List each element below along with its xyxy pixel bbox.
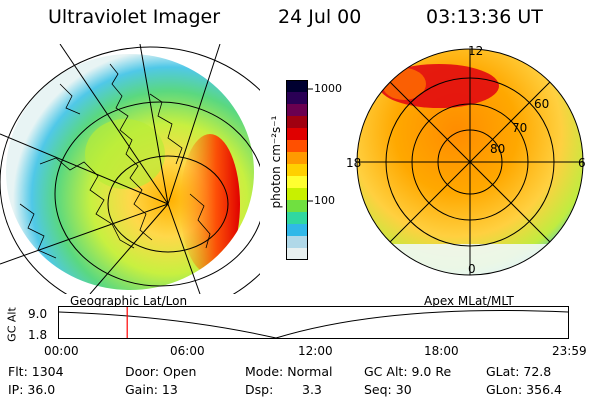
- timeline-xtick-2359: 23:59: [552, 344, 587, 358]
- color-bar: [286, 80, 313, 260]
- timeline-xtick-0600: 06:00: [170, 344, 205, 358]
- lat-label-80: 80: [490, 142, 506, 156]
- door-status: Door: Open: [125, 364, 197, 379]
- ip-value: IP: 36.0: [8, 382, 56, 397]
- timeline-ytick-bottom: 1.8: [28, 328, 48, 342]
- dsp-label: Dsp:: [245, 382, 274, 397]
- gc-alt-value: GC Alt: 9.0 Re: [364, 364, 452, 379]
- lat-label-60: 60: [534, 97, 550, 111]
- colorbar-tick-100: 100: [314, 194, 335, 207]
- right-panel-caption: Apex MLat/MLT: [424, 294, 514, 308]
- glat-value: GLat: 72.8: [486, 364, 552, 379]
- mode-status: Mode: Normal: [245, 364, 333, 379]
- colorbar-swatch: [286, 152, 308, 165]
- geographic-image: [0, 44, 260, 294]
- orbit-timeline[interactable]: [58, 306, 578, 340]
- lat-label-70: 70: [512, 121, 528, 135]
- timeline-ylabel: GC Alt: [5, 307, 19, 342]
- colorbar-swatch: [286, 116, 308, 129]
- time-label: 03:13:36 UT: [426, 6, 543, 28]
- timeline-ytick-top: 9.0: [28, 307, 48, 321]
- colorbar-swatch: [286, 92, 308, 105]
- colorbar-swatch: [286, 224, 308, 237]
- altitude-curve: [58, 310, 569, 339]
- gain-value: Gain: 13: [125, 382, 178, 397]
- glon-value: GLon: 356.4: [486, 382, 562, 397]
- colorbar-swatch: [286, 80, 308, 93]
- colorbar-swatch: [286, 248, 308, 260]
- colorbar-tick-1000: 1000: [314, 82, 342, 95]
- mlt-label-top: 12: [468, 44, 484, 58]
- timeline-xtick-1800: 18:00: [424, 344, 459, 358]
- dsp-value: 3.3: [302, 382, 322, 397]
- seq-value: Seq: 30: [364, 382, 412, 397]
- colorbar-unit-label: photon cm⁻²s⁻¹: [269, 115, 283, 209]
- mlt-label-left: 18: [346, 156, 362, 170]
- colorbar-swatch: [286, 236, 308, 249]
- colorbar-swatch: [286, 140, 308, 153]
- mlt-label-right: 6: [578, 156, 586, 170]
- colorbar-swatch: [286, 176, 308, 189]
- colorbar-swatch: [286, 200, 308, 213]
- flight-number: Flt: 1304: [8, 364, 64, 379]
- mlat-mlt-image: [356, 48, 584, 276]
- colorbar-swatch: [286, 188, 308, 201]
- timeline-xtick-1200: 12:00: [298, 344, 333, 358]
- mlt-label-bottom: 0: [468, 262, 476, 276]
- left-panel-caption: Geographic Lat/Lon: [70, 294, 188, 308]
- date-label: 24 Jul 00: [278, 6, 362, 28]
- colorbar-swatch: [286, 164, 308, 177]
- colorbar-swatch: [286, 128, 308, 141]
- colorbar-swatch: [286, 212, 308, 225]
- timeline-xtick-0000: 00:00: [44, 344, 79, 358]
- app-title: Ultraviolet Imager: [48, 6, 221, 28]
- colorbar-swatch: [286, 104, 308, 117]
